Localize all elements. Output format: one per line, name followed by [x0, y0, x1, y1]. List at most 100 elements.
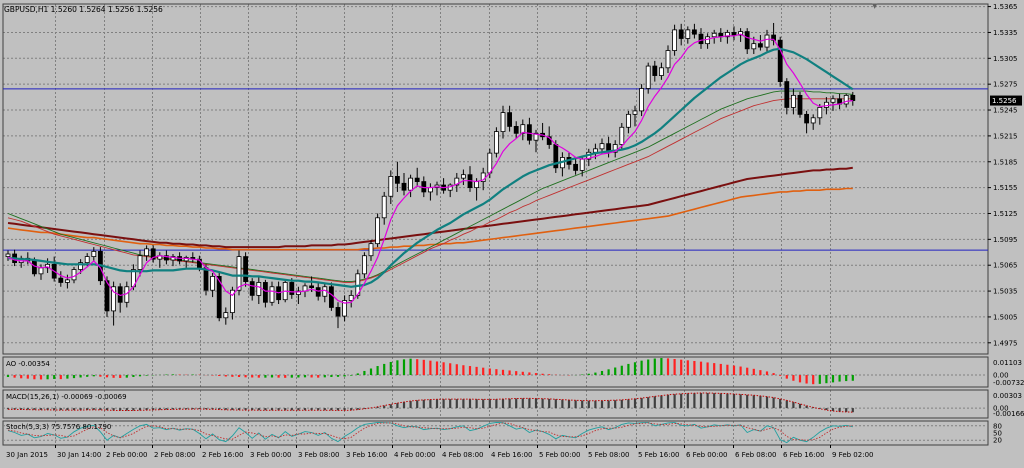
- candle-body: [573, 163, 578, 171]
- candle-body: [626, 113, 631, 128]
- time-axis-tick: 3 Feb 08:00: [298, 451, 339, 459]
- stoch-axis-tick: 20: [993, 437, 1002, 445]
- candle-body: [348, 294, 354, 301]
- candle-body: [104, 280, 110, 312]
- candle-body: [137, 255, 143, 270]
- time-axis-tick: 2 Feb 08:00: [154, 451, 195, 459]
- candle-body: [229, 289, 235, 314]
- candle-body: [705, 36, 710, 45]
- candle-body: [731, 32, 737, 36]
- candle-body: [665, 50, 671, 69]
- candle-body: [210, 276, 216, 291]
- candle-body: [672, 29, 677, 51]
- candle-body: [243, 256, 249, 282]
- price-axis-tick: 1.5245: [993, 107, 1018, 115]
- candle-body: [632, 110, 638, 115]
- candle-body: [315, 287, 321, 297]
- time-axis-tick: 5 Feb 00:00: [539, 451, 580, 459]
- candle-body: [678, 29, 684, 39]
- ao-axis-tick: -0.00732: [993, 379, 1024, 387]
- time-axis-tick: 30 Jan 14:00: [57, 451, 101, 459]
- candle-body: [843, 94, 849, 105]
- price-axis-tick: 1.5215: [993, 132, 1018, 140]
- stoch-panel[interactable]: Stoch(5,3,3) 75.7576 80.1790: [3, 421, 988, 444]
- candle-body: [361, 255, 367, 275]
- candle-body: [65, 279, 70, 283]
- axis-labels: 1.5365 1.5335 1.5305 1.5275 1.5245 1.5215 1.51…: [6, 3, 1024, 459]
- ma-thin-red-line: [7, 98, 853, 283]
- candle-body: [764, 34, 770, 48]
- time-axis-tick: 6 Feb 08:00: [735, 451, 776, 459]
- price-axis-tick: 1.5065: [993, 262, 1018, 270]
- time-axis-tick: 4 Feb 00:00: [394, 451, 435, 459]
- price-axis-tick: 1.5095: [993, 236, 1018, 244]
- candle-body: [751, 43, 757, 50]
- current-price-label: 1.5256: [992, 97, 1017, 105]
- grid-lines: [3, 4, 988, 445]
- candle-body: [249, 281, 255, 296]
- macd-panel[interactable]: MACD(15,26,1) -0.00069 -0.00069: [3, 392, 988, 413]
- candle-body: [289, 282, 295, 295]
- candle-body: [619, 126, 625, 145]
- candle-body: [579, 158, 585, 171]
- price-axis-tick: 1.5365: [993, 3, 1018, 11]
- candle-body: [810, 117, 816, 124]
- candle-body: [850, 94, 856, 101]
- ao-panel-frame: [2, 356, 989, 388]
- candle-body: [342, 300, 348, 317]
- candle-body: [500, 112, 506, 132]
- candle-body: [388, 176, 394, 197]
- candle-body: [758, 43, 763, 48]
- symbol-title: GBPUSD,H1 1.5260 1.5264 1.5256 1.5256: [4, 5, 163, 14]
- candle-body: [493, 131, 499, 154]
- ma-orange-line: [7, 187, 853, 251]
- candle-body: [256, 282, 262, 296]
- candle-body: [84, 256, 90, 264]
- candle-body: [593, 148, 598, 153]
- candle-body: [262, 282, 268, 303]
- candle-body: [460, 174, 466, 179]
- candle-body: [474, 181, 480, 189]
- candle-body: [163, 255, 169, 261]
- price-axis-tick: 1.5005: [993, 313, 1018, 321]
- candle-body: [408, 177, 414, 191]
- price-axis-tick: 1.5185: [993, 158, 1018, 166]
- candle-body: [817, 107, 823, 119]
- candle-body: [150, 248, 156, 260]
- candle-body: [78, 262, 83, 270]
- candle-body: [269, 286, 275, 303]
- price-axis-tick: 1.4975: [993, 339, 1018, 347]
- price-axis-tick: 1.5335: [993, 29, 1018, 37]
- time-axis-tick: 3 Feb 00:00: [250, 451, 291, 459]
- ma-20-line: [8, 47, 854, 288]
- candle-body: [652, 65, 658, 76]
- candle-body: [58, 277, 64, 283]
- macd-panel-frame: [2, 389, 989, 419]
- macd-title: MACD(15,26,1) -0.00069 -0.00069: [6, 393, 127, 401]
- candle-body: [170, 256, 176, 261]
- candle-body: [824, 101, 829, 108]
- candle-body: [797, 94, 803, 115]
- candle-body: [830, 98, 836, 103]
- candle-body: [791, 94, 796, 108]
- ao-axis-tick: 0.00: [993, 372, 1009, 380]
- candle-body: [711, 32, 717, 38]
- stoch-title: Stoch(5,3,3) 75.7576 80.1790: [6, 423, 111, 431]
- candle-body: [394, 176, 400, 184]
- price-panel[interactable]: 1.5256: [3, 22, 1022, 329]
- candle-body: [375, 217, 381, 245]
- candle-body: [527, 124, 532, 141]
- candle-body: [546, 136, 552, 145]
- scroll-shift-marker[interactable]: ▼: [872, 2, 878, 10]
- price-axis-tick: 1.5275: [993, 81, 1018, 89]
- main-panel-frame: [2, 3, 989, 355]
- candle-body: [612, 144, 618, 153]
- candle-body: [520, 124, 526, 134]
- candle-body: [5, 253, 11, 257]
- candle-body: [295, 290, 301, 295]
- ma-fast-line: [7, 33, 853, 304]
- candle-body: [533, 132, 539, 141]
- ao-panel[interactable]: AO -0.00354: [3, 358, 988, 385]
